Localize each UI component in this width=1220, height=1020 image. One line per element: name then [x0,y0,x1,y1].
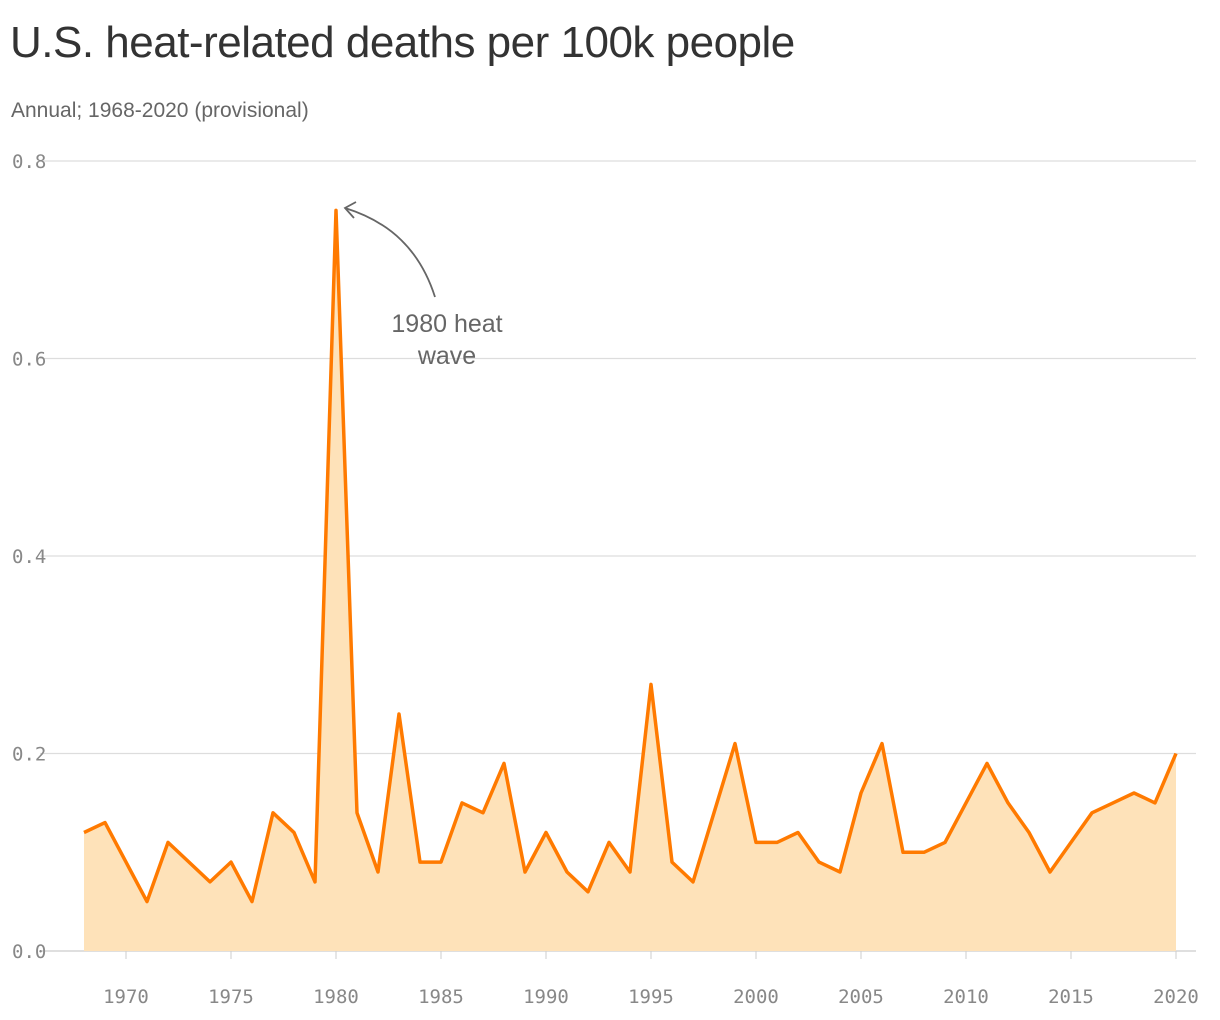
chart-subtitle: Annual; 1968-2020 (provisional) [11,99,309,122]
x-tick-label: 1975 [208,986,254,1008]
x-tick-label: 2005 [838,986,884,1008]
y-tick-label: 0.0 [12,941,46,963]
annotation-arrowhead [343,201,357,219]
x-tick-label: 2020 [1153,986,1199,1008]
x-tick-label: 2015 [1048,986,1094,1008]
series-line [83,208,1178,904]
x-tick-label: 2010 [943,986,989,1008]
x-tick-label: 1985 [418,986,464,1008]
x-tick-label: 1990 [523,986,569,1008]
x-tick-label: 1995 [628,986,674,1008]
y-tick-label: 0.8 [12,151,46,173]
annotation-line-2: wave [417,342,476,370]
annotation: 1980 heat wave [343,201,503,370]
y-tick-label: 0.2 [12,744,46,766]
annotation-line-1: 1980 heat [391,310,502,338]
area-fill [84,210,1176,951]
x-tick-label: 1980 [313,986,359,1008]
y-tick-label: 0.4 [12,546,46,568]
x-tick-label: 2000 [733,986,779,1008]
annotation-arrow [344,207,436,298]
y-tick-label: 0.6 [12,349,46,371]
x-tick-label: 1970 [103,986,149,1008]
chart-title: U.S. heat-related deaths per 100k people [10,18,795,67]
